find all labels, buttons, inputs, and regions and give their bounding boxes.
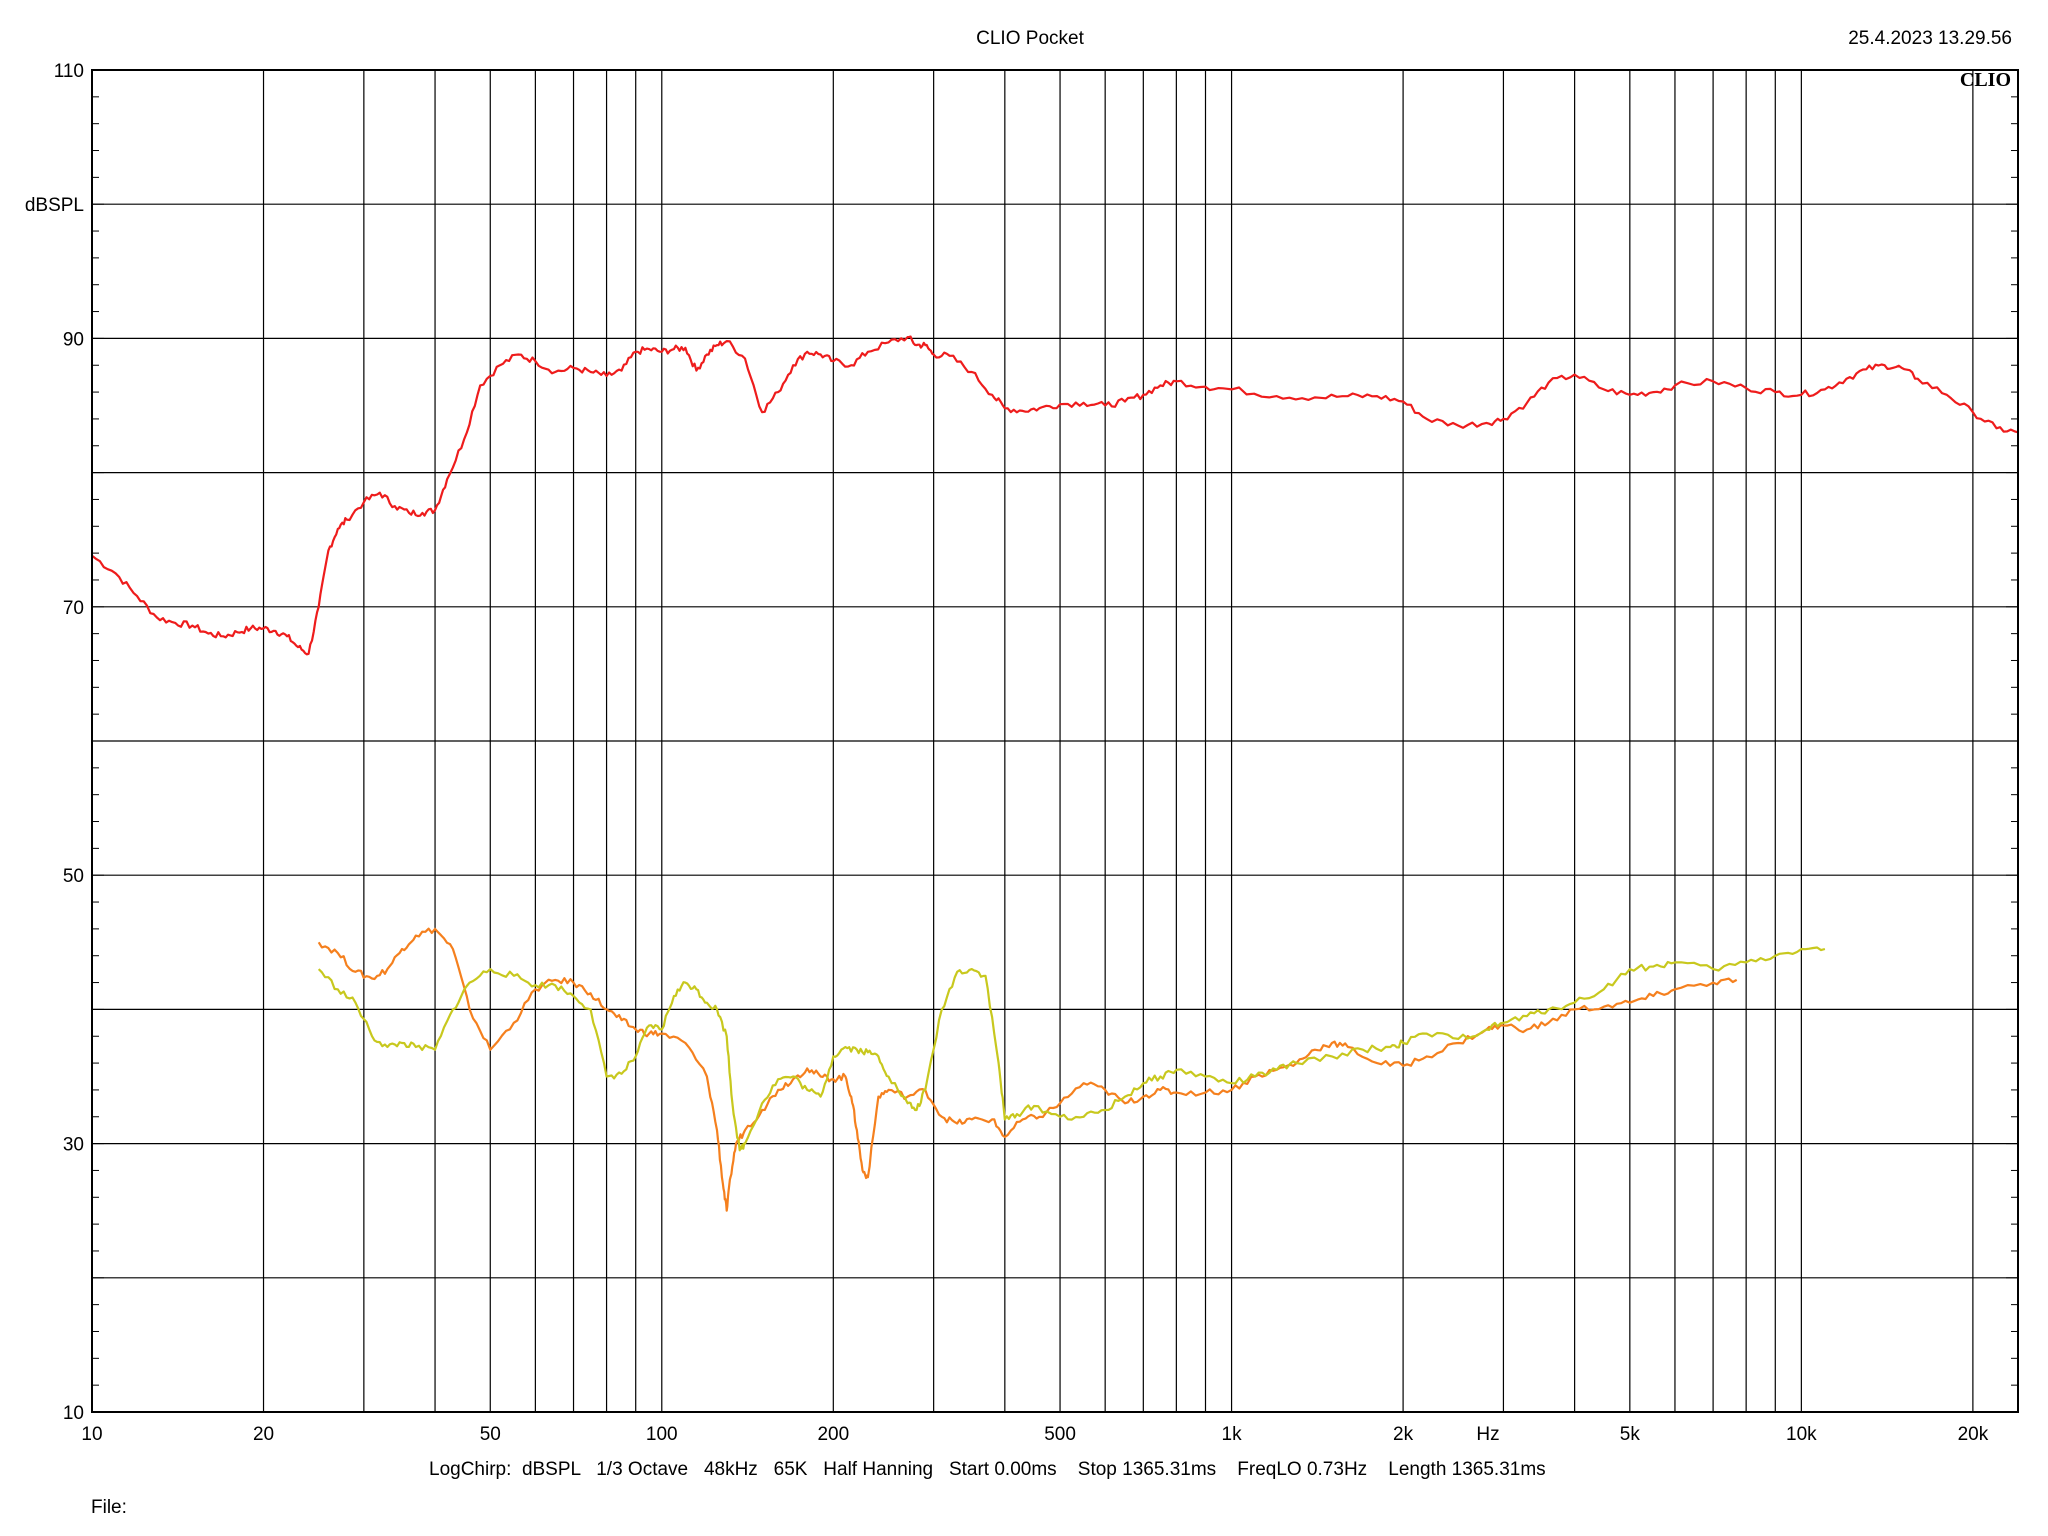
x-tick-label: 50 [480,1424,501,1445]
y-tick-label: 50 [63,866,84,887]
series-layer [91,335,2019,1212]
grid [92,70,2018,1412]
measurement-parameters: LogChirp: dBSPL 1/3 Octave 48kHz 65K Hal… [429,1459,1546,1480]
chart-timestamp: 25.4.2023 13.29.56 [1848,28,2012,49]
x-tick-label: 10 [81,1424,102,1445]
y-axis-label: dBSPL [25,195,84,216]
x-tick-label: 100 [646,1424,678,1445]
x-tick-label: 20 [253,1424,274,1445]
x-tick-label: 1k [1222,1424,1243,1445]
tick-labels: 10 20 50 100 200 500 1k 2k 5k 10k 20k 110 90 70 50 30 10 [54,61,1989,1445]
x-tick-label: 200 [817,1424,849,1445]
y-tick-label: 30 [63,1135,84,1156]
plot-frame [91,69,2019,1413]
chart-header-title: CLIO Pocket [976,28,1084,49]
x-axis-unit-label: Hz [1476,1424,1499,1445]
series-line-3 [317,946,1826,1152]
x-tick-label: 500 [1044,1424,1076,1445]
x-tick-label: 20k [1958,1424,1989,1445]
x-tick-label: 2k [1393,1424,1414,1445]
y-tick-label: 90 [63,329,84,350]
x-tick-label: 5k [1620,1424,1641,1445]
clio-logo: CLIO [1960,69,2011,91]
y-tick-label: 10 [63,1403,84,1424]
series-line-2 [317,927,1738,1212]
y-tick-label: 110 [54,61,84,82]
x-tick-label: 10k [1786,1424,1817,1445]
series-line-1 [91,335,2019,656]
y-tick-label: 70 [63,598,84,619]
file-label: File: [91,1497,127,1518]
